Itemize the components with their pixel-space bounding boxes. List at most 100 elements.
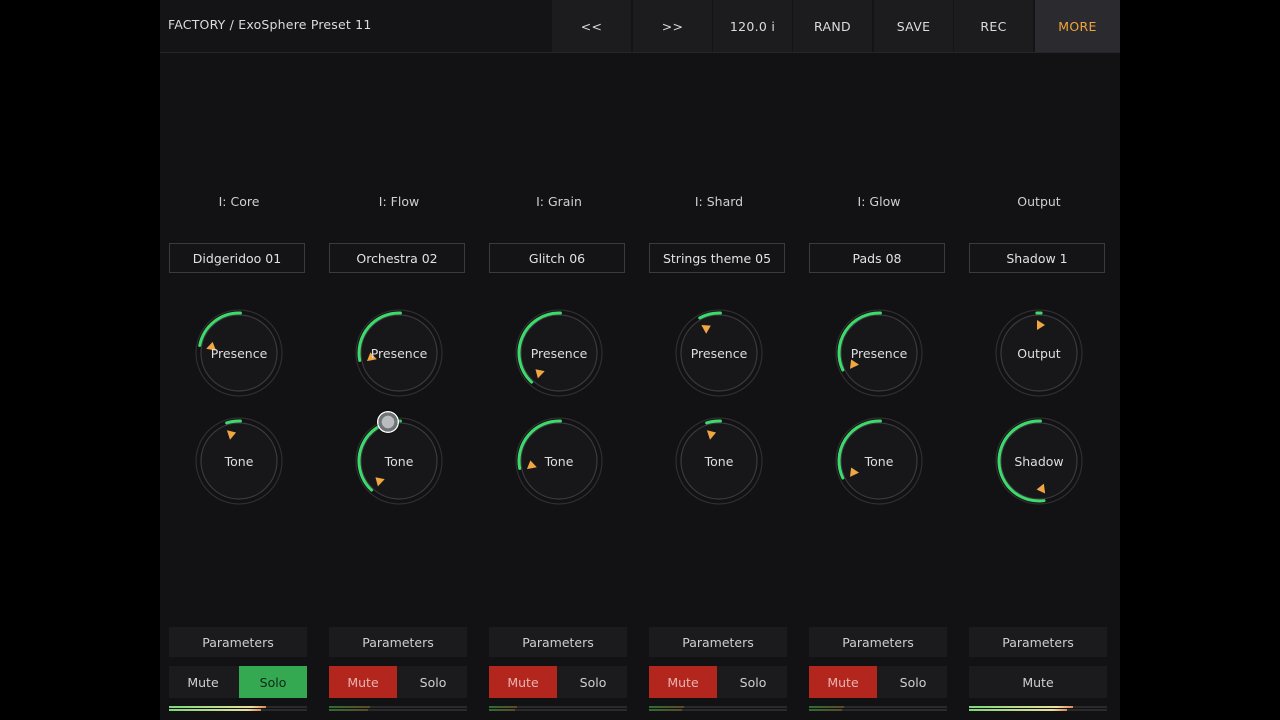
channel-preset-selector[interactable]: Pads 08 <box>809 243 945 273</box>
knob-graphic <box>355 309 443 397</box>
channel-preset-selector[interactable]: Didgeridoo 01 <box>169 243 305 273</box>
knob-outer-ring <box>195 309 283 397</box>
level-meter <box>649 706 787 712</box>
solo-button[interactable]: Solo <box>239 666 307 698</box>
meter-fill-left <box>489 706 517 708</box>
knob-pointer <box>706 430 717 440</box>
knob-knob1[interactable]: Output <box>994 308 1084 398</box>
knob-outer-ring <box>515 417 603 505</box>
mute-solo-row: Mute <box>969 666 1107 698</box>
next-preset-button[interactable]: >> <box>633 0 712 52</box>
channel-strip: I: Flow Orchestra 02 Presence Tone Parameter… <box>329 0 469 720</box>
meter-fill-left <box>649 706 684 708</box>
knob-graphic <box>835 309 923 397</box>
parameters-button[interactable]: Parameters <box>969 627 1107 657</box>
knob-graphic <box>835 417 923 505</box>
knob-knob1[interactable]: Presence <box>514 308 604 398</box>
knob-outer-ring <box>515 309 603 397</box>
previous-preset-button[interactable]: << <box>552 0 631 52</box>
channel-preset-selector[interactable]: Glitch 06 <box>489 243 625 273</box>
knob-body <box>360 422 438 500</box>
level-meter <box>329 706 467 712</box>
channel-preset-selector[interactable]: Orchestra 02 <box>329 243 465 273</box>
knob-pointer <box>526 460 537 470</box>
preset-path[interactable]: FACTORY / ExoSphere Preset 11 <box>168 17 372 32</box>
solo-button[interactable]: Solo <box>899 674 927 690</box>
knob-knob1[interactable]: Presence <box>194 308 284 398</box>
knob-pointer <box>701 325 711 334</box>
knob-knob2[interactable]: Tone <box>194 416 284 506</box>
knob-body <box>680 422 758 500</box>
meter-fill-right <box>489 709 515 711</box>
knob-graphic <box>995 417 1083 505</box>
meter-fill-right <box>329 709 368 711</box>
channel-strip: I: Grain Glitch 06 Presence Tone Parameters M… <box>489 0 629 720</box>
meter-fill-right <box>809 709 842 711</box>
knob-outer-ring <box>995 309 1083 397</box>
knob-knob2[interactable]: Tone <box>674 416 764 506</box>
channel-preset-selector[interactable]: Shadow 1 <box>969 243 1105 273</box>
knob-knob2[interactable]: Tone <box>354 416 444 506</box>
more-button[interactable]: MORE <box>1035 0 1120 52</box>
parameters-button[interactable]: Parameters <box>329 627 467 657</box>
knob-outer-ring <box>675 417 763 505</box>
mute-solo-row: Mute Solo <box>169 666 307 698</box>
mute-solo-row: Mute Solo <box>809 666 947 698</box>
level-meter <box>169 706 307 712</box>
mute-button[interactable]: Mute <box>187 674 219 690</box>
knob-outer-ring <box>995 417 1083 505</box>
channel-title: Output <box>1017 194 1061 209</box>
save-button[interactable]: SAVE <box>874 0 953 52</box>
meter-track <box>809 709 947 711</box>
mute-button[interactable]: Mute <box>1022 674 1054 690</box>
knob-knob2[interactable]: Tone <box>514 416 604 506</box>
tempo-button[interactable]: 120.0 i <box>713 0 792 52</box>
channel-title: I: Core <box>218 194 260 209</box>
knob-pointer <box>366 352 377 362</box>
channel-preset-selector[interactable]: Strings theme 05 <box>649 243 785 273</box>
knob-graphic <box>675 309 763 397</box>
channel-strip: Output Shadow 1 Output Shadow Parameters Mute <box>969 0 1109 720</box>
knob-knob1[interactable]: Presence <box>354 308 444 398</box>
solo-button[interactable]: Solo <box>419 674 447 690</box>
knob-outer-ring <box>355 309 443 397</box>
knob-pointer <box>226 430 237 440</box>
parameters-button[interactable]: Parameters <box>169 627 307 657</box>
knob-body <box>200 422 278 500</box>
knob-body <box>520 422 598 500</box>
knob-value-arc <box>517 419 562 470</box>
mute-button[interactable]: Mute <box>649 666 717 698</box>
meter-track <box>329 709 467 711</box>
solo-button[interactable]: Solo <box>579 674 607 690</box>
meter-track <box>649 709 787 711</box>
knob-knob2[interactable]: Tone <box>834 416 924 506</box>
knob-knob1[interactable]: Presence <box>674 308 764 398</box>
knob-graphic <box>355 417 443 505</box>
knob-graphic <box>995 309 1083 397</box>
channel-title: I: Glow <box>857 194 901 209</box>
meter-track <box>489 706 627 708</box>
record-button[interactable]: REC <box>954 0 1033 52</box>
mute-button[interactable]: Mute <box>489 666 557 698</box>
knob-value-arc <box>698 311 722 320</box>
knob-graphic <box>515 417 603 505</box>
knob-body <box>680 314 758 392</box>
mute-button[interactable]: Mute <box>809 666 877 698</box>
parameters-button[interactable]: Parameters <box>809 627 947 657</box>
knob-value-arc <box>225 419 242 425</box>
knob-body <box>520 314 598 392</box>
parameters-button[interactable]: Parameters <box>489 627 627 657</box>
mute-button[interactable]: Mute <box>329 666 397 698</box>
knob-value-arc <box>997 419 1046 503</box>
meter-track <box>329 706 467 708</box>
knob-pointer <box>535 369 545 379</box>
knob-outer-ring <box>835 309 923 397</box>
knob-body <box>840 422 918 500</box>
mute-solo-row: Mute Solo <box>649 666 787 698</box>
solo-button[interactable]: Solo <box>739 674 767 690</box>
meter-fill-right <box>649 709 682 711</box>
parameters-button[interactable]: Parameters <box>649 627 787 657</box>
knob-knob2[interactable]: Shadow <box>994 416 1084 506</box>
randomize-button[interactable]: RAND <box>793 0 872 52</box>
knob-knob1[interactable]: Presence <box>834 308 924 398</box>
